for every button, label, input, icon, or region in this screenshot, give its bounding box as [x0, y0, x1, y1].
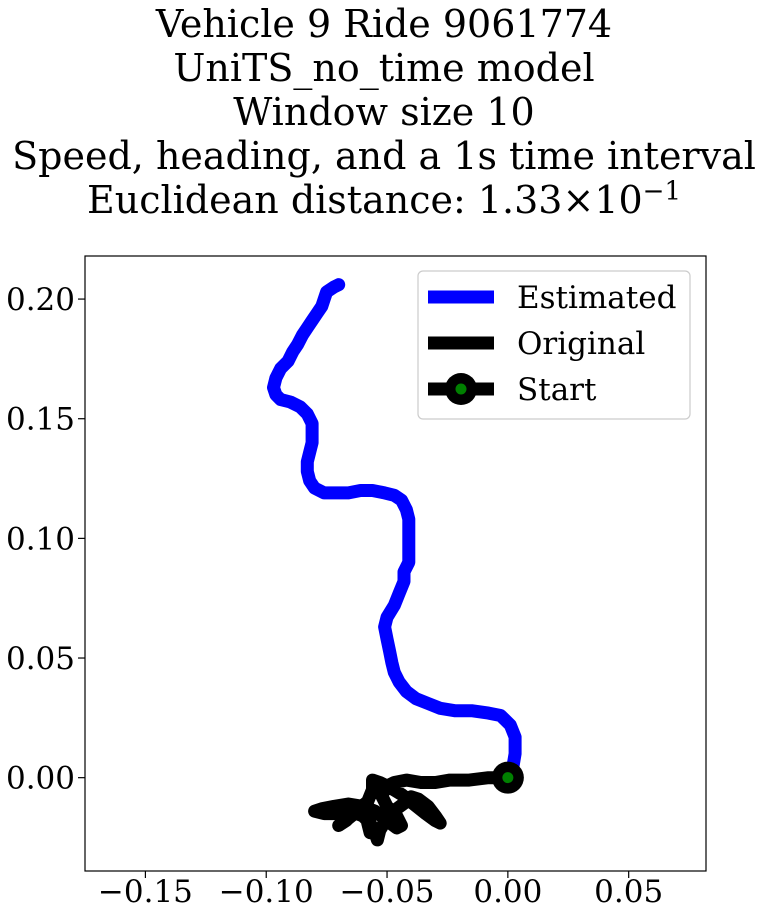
- distance-mantissa: 1.33: [477, 178, 563, 222]
- y-tick-label: 0.20: [6, 282, 75, 318]
- distance-prefix: Euclidean distance:: [87, 178, 478, 222]
- y-tick-label: 0.05: [6, 641, 75, 677]
- title-line-3: Window size 10: [233, 90, 535, 134]
- title-line-4: Speed, heading, and a 1s time interval: [12, 134, 756, 178]
- y-tick-label: 0.15: [6, 402, 75, 438]
- title-line-1: Vehicle 9 Ride 9061774: [155, 2, 613, 46]
- axes-layer: −0.15 −0.10 −0.05 0.00 0.05 0.00 0.05 0.10 0.15 0…: [6, 282, 663, 910]
- distance-exponent: −1: [642, 176, 681, 207]
- title-line-5: Euclidean distance: 1.33×10−1: [0, 178, 768, 222]
- x-tick-label: −0.10: [219, 874, 314, 910]
- y-tick-label: 0.10: [6, 521, 75, 557]
- legend: Estimated Original Start: [417, 270, 691, 420]
- legend-label-estimated: Estimated: [517, 280, 676, 316]
- series-line-estimated: [267, 278, 522, 785]
- series-line-original: [308, 771, 515, 847]
- title-line-2: UniTS_no_time model: [173, 46, 595, 90]
- figure-title: Vehicle 9 Ride 9061774 UniTS_no_time mod…: [0, 2, 768, 222]
- x-tick-label: −0.15: [98, 874, 193, 910]
- series-layer: [267, 278, 524, 847]
- start-marker-inner: [502, 772, 514, 784]
- y-tick-label: 0.00: [6, 761, 75, 797]
- distance-base: 10: [594, 178, 643, 222]
- x-tick-label: 0.05: [594, 874, 663, 910]
- legend-marker-inner: [455, 383, 467, 395]
- legend-box: [417, 270, 691, 420]
- legend-label-start: Start: [517, 372, 597, 408]
- distance-times: ×: [562, 178, 595, 222]
- plot-frame: [84, 255, 707, 872]
- x-tick-label: 0.00: [473, 874, 542, 910]
- x-tick-label: −0.05: [340, 874, 435, 910]
- legend-label-original: Original: [517, 326, 645, 362]
